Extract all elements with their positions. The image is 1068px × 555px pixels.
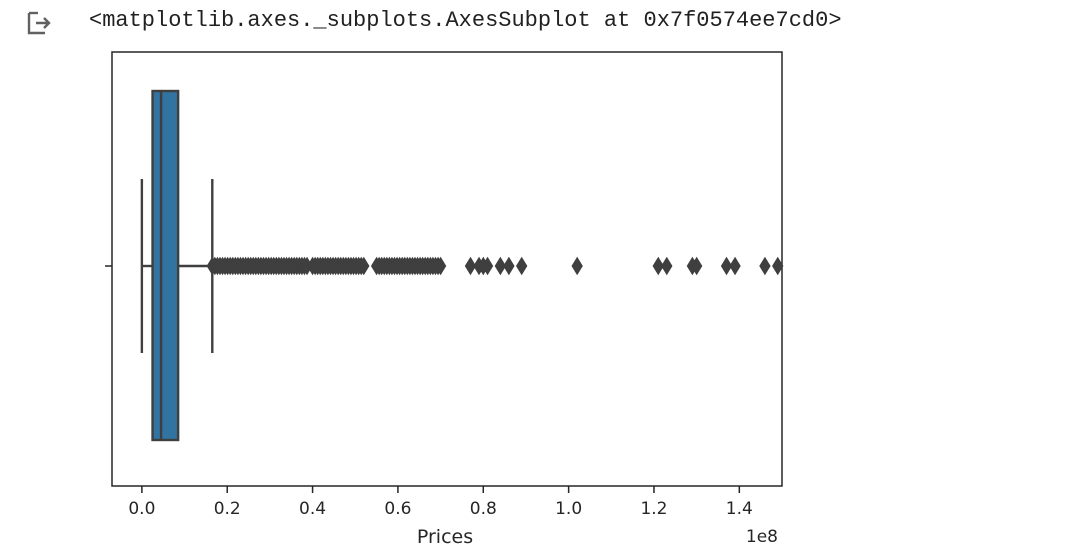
x-tick-label: 0.6 bbox=[384, 499, 411, 519]
x-tick-label: 0.4 bbox=[299, 499, 326, 519]
outlier-point bbox=[571, 256, 583, 276]
outlier-point bbox=[652, 256, 664, 276]
outlier-point bbox=[464, 256, 477, 276]
outlier-point bbox=[481, 256, 494, 276]
outlier-point bbox=[434, 256, 447, 276]
outlier-point bbox=[772, 256, 784, 276]
outlier-point bbox=[516, 256, 528, 276]
iqr-box bbox=[151, 89, 180, 442]
outlier-point bbox=[494, 256, 507, 276]
x-axis-label: Prices bbox=[417, 526, 473, 548]
outlier-point bbox=[720, 256, 733, 276]
outlier-point bbox=[729, 256, 741, 276]
outlier-point bbox=[661, 256, 673, 276]
x-tick-label: 1.0 bbox=[555, 499, 582, 519]
x-tick-label: 0.8 bbox=[470, 499, 497, 519]
x-tick-label: 0.2 bbox=[214, 499, 241, 519]
outlier-point bbox=[358, 256, 370, 276]
outlier-point bbox=[503, 256, 515, 276]
x-tick-label: 1.4 bbox=[726, 499, 753, 519]
x-axis-offset-label: 1e8 bbox=[746, 527, 778, 547]
axes-repr-output: <matplotlib.axes._subplots.AxesSubplot a… bbox=[89, 8, 842, 33]
plot-area bbox=[111, 51, 783, 487]
x-tick-label: 1.2 bbox=[640, 499, 667, 519]
x-tick-label: 0.0 bbox=[128, 499, 155, 519]
outlier-point bbox=[759, 256, 771, 276]
output-arrow-icon bbox=[27, 11, 51, 35]
outlier-point bbox=[690, 256, 703, 276]
